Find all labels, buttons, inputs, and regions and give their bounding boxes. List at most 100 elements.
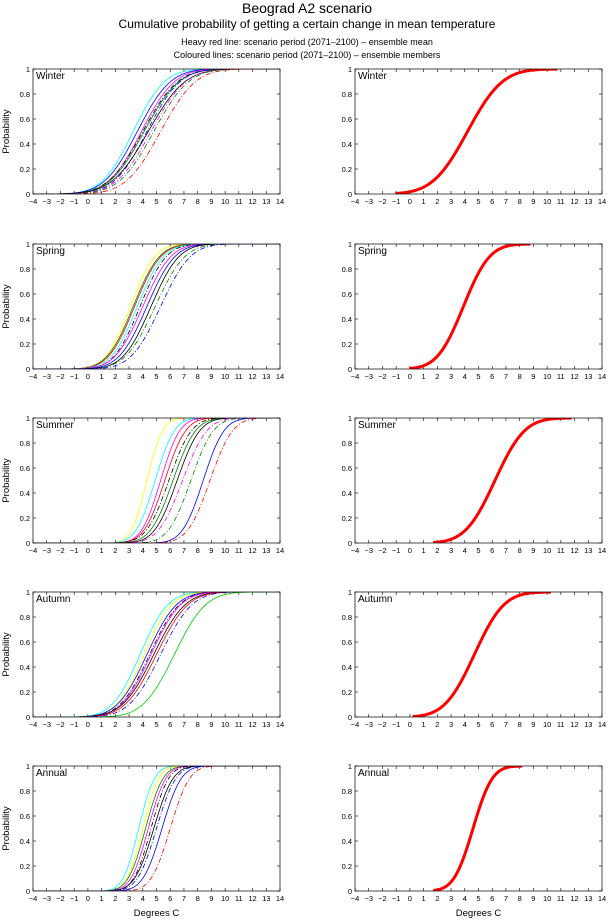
- x-tick-label: 2: [113, 546, 117, 555]
- plot-frame: [32, 591, 281, 718]
- y-tick-label: 0.6: [342, 290, 352, 299]
- x-tick-label: 9: [531, 372, 535, 381]
- x-tick-label: 0: [408, 197, 412, 206]
- x-tick-label: 5: [476, 372, 480, 381]
- season-label: Summer: [36, 420, 74, 431]
- x-tick-label: 8: [518, 720, 522, 729]
- x-tick-label: 14: [598, 546, 606, 555]
- y-tick-label: 0.8: [342, 265, 352, 274]
- x-tick-label: 2: [435, 894, 439, 903]
- x-tick-label: 8: [518, 197, 522, 206]
- x-tick-label: −3: [364, 197, 373, 206]
- x-tick-label: 8: [518, 894, 522, 903]
- ensemble-mean-line: [433, 766, 523, 891]
- plot-frame: [354, 417, 603, 544]
- member-line: [33, 69, 280, 194]
- x-tick-label: 6: [168, 372, 172, 381]
- y-tick-label: 0: [26, 190, 30, 199]
- x-tick-label: −2: [378, 372, 387, 381]
- x-tick-label: −3: [364, 894, 373, 903]
- x-tick-label: 11: [557, 720, 565, 729]
- x-tick-label: 5: [154, 372, 158, 381]
- y-axis-label: Probability: [1, 632, 12, 677]
- x-tick-label: 12: [570, 894, 578, 903]
- figure-title: Beograd A2 scenario: [242, 0, 372, 16]
- x-tick-label: 14: [276, 894, 284, 903]
- x-tick-label: 12: [570, 372, 578, 381]
- member-line: [33, 244, 280, 369]
- member-line: [33, 244, 280, 369]
- x-tick-label: 4: [141, 546, 145, 555]
- member-line: [33, 592, 280, 717]
- x-tick-label: 10: [221, 372, 229, 381]
- plot-frame: [354, 68, 603, 195]
- x-tick-label: 2: [113, 372, 117, 381]
- season-label: Spring: [36, 246, 65, 257]
- x-tick-label: 9: [531, 720, 535, 729]
- x-tick-label: −2: [56, 894, 65, 903]
- y-tick-label: 0.4: [20, 315, 30, 324]
- x-tick-label: 2: [435, 546, 439, 555]
- member-line: [33, 766, 280, 891]
- x-tick-label: 4: [463, 546, 467, 555]
- y-tick-label: 0.8: [20, 613, 30, 622]
- season-label: Annual: [358, 768, 389, 779]
- member-line: [33, 766, 280, 891]
- x-tick-label: 13: [262, 720, 270, 729]
- plot-frame: [354, 243, 603, 370]
- y-tick-label: 1: [26, 588, 30, 597]
- x-tick-label: 11: [235, 546, 243, 555]
- member-line: [33, 418, 280, 543]
- x-tick-label: 3: [449, 197, 453, 206]
- y-tick-label: 0.4: [20, 140, 30, 149]
- x-tick-label: 11: [557, 372, 565, 381]
- member-line: [33, 244, 280, 369]
- plot-frame: [32, 68, 281, 195]
- chart-winter-members: −4 −3 −2 −1 0 1 2 3 4 5 6 7 8 9 10 11 12 13 1400.20.40.60.…: [1, 65, 284, 206]
- x-tick-label: 14: [598, 720, 606, 729]
- x-tick-label: 6: [490, 894, 494, 903]
- x-tick-label: −3: [42, 546, 51, 555]
- y-tick-label: 0.8: [20, 90, 30, 99]
- x-tick-label: −3: [42, 372, 51, 381]
- x-tick-label: 5: [476, 197, 480, 206]
- x-tick-label: 0: [408, 894, 412, 903]
- member-line: [33, 766, 280, 891]
- x-tick-label: 13: [262, 894, 270, 903]
- y-tick-label: 0.4: [20, 663, 30, 672]
- x-tick-label: 9: [531, 894, 535, 903]
- y-tick-label: 1: [26, 414, 30, 423]
- chart-annual-mean: −4 −3 −2 −1 0 1 2 3 4 5 6 7 8 9 10 11 12 13 1400.20.40.60.…: [342, 762, 607, 919]
- x-tick-label: 8: [196, 894, 200, 903]
- season-label: Winter: [36, 71, 66, 82]
- x-tick-label: 7: [182, 894, 186, 903]
- x-tick-label: 11: [557, 197, 565, 206]
- x-tick-label: 0: [86, 546, 90, 555]
- member-line: [33, 418, 280, 543]
- x-tick-label: −2: [378, 720, 387, 729]
- x-tick-label: −2: [378, 894, 387, 903]
- x-tick-label: −1: [70, 197, 79, 206]
- x-tick-label: 1: [422, 894, 426, 903]
- x-tick-label: 0: [86, 894, 90, 903]
- x-tick-label: −2: [56, 720, 65, 729]
- x-tick-label: 10: [543, 546, 551, 555]
- x-tick-label: −2: [56, 197, 65, 206]
- x-tick-label: 2: [113, 720, 117, 729]
- x-tick-label: 3: [449, 720, 453, 729]
- member-line: [33, 766, 280, 891]
- x-tick-label: 10: [221, 197, 229, 206]
- y-tick-label: 0.6: [20, 290, 30, 299]
- y-tick-label: 0.8: [342, 613, 352, 622]
- x-tick-label: 8: [196, 372, 200, 381]
- x-tick-label: 1: [422, 720, 426, 729]
- chart-summer-mean: −4 −3 −2 −1 0 1 2 3 4 5 6 7 8 9 10 11 12 13 1400.20.40.60.…: [342, 414, 607, 555]
- x-tick-label: 11: [557, 546, 565, 555]
- x-tick-label: 14: [598, 372, 606, 381]
- x-tick-label: 12: [570, 197, 578, 206]
- y-tick-label: 0.8: [20, 265, 30, 274]
- x-tick-label: 1: [100, 372, 104, 381]
- x-tick-label: 14: [276, 197, 284, 206]
- member-line: [33, 244, 280, 369]
